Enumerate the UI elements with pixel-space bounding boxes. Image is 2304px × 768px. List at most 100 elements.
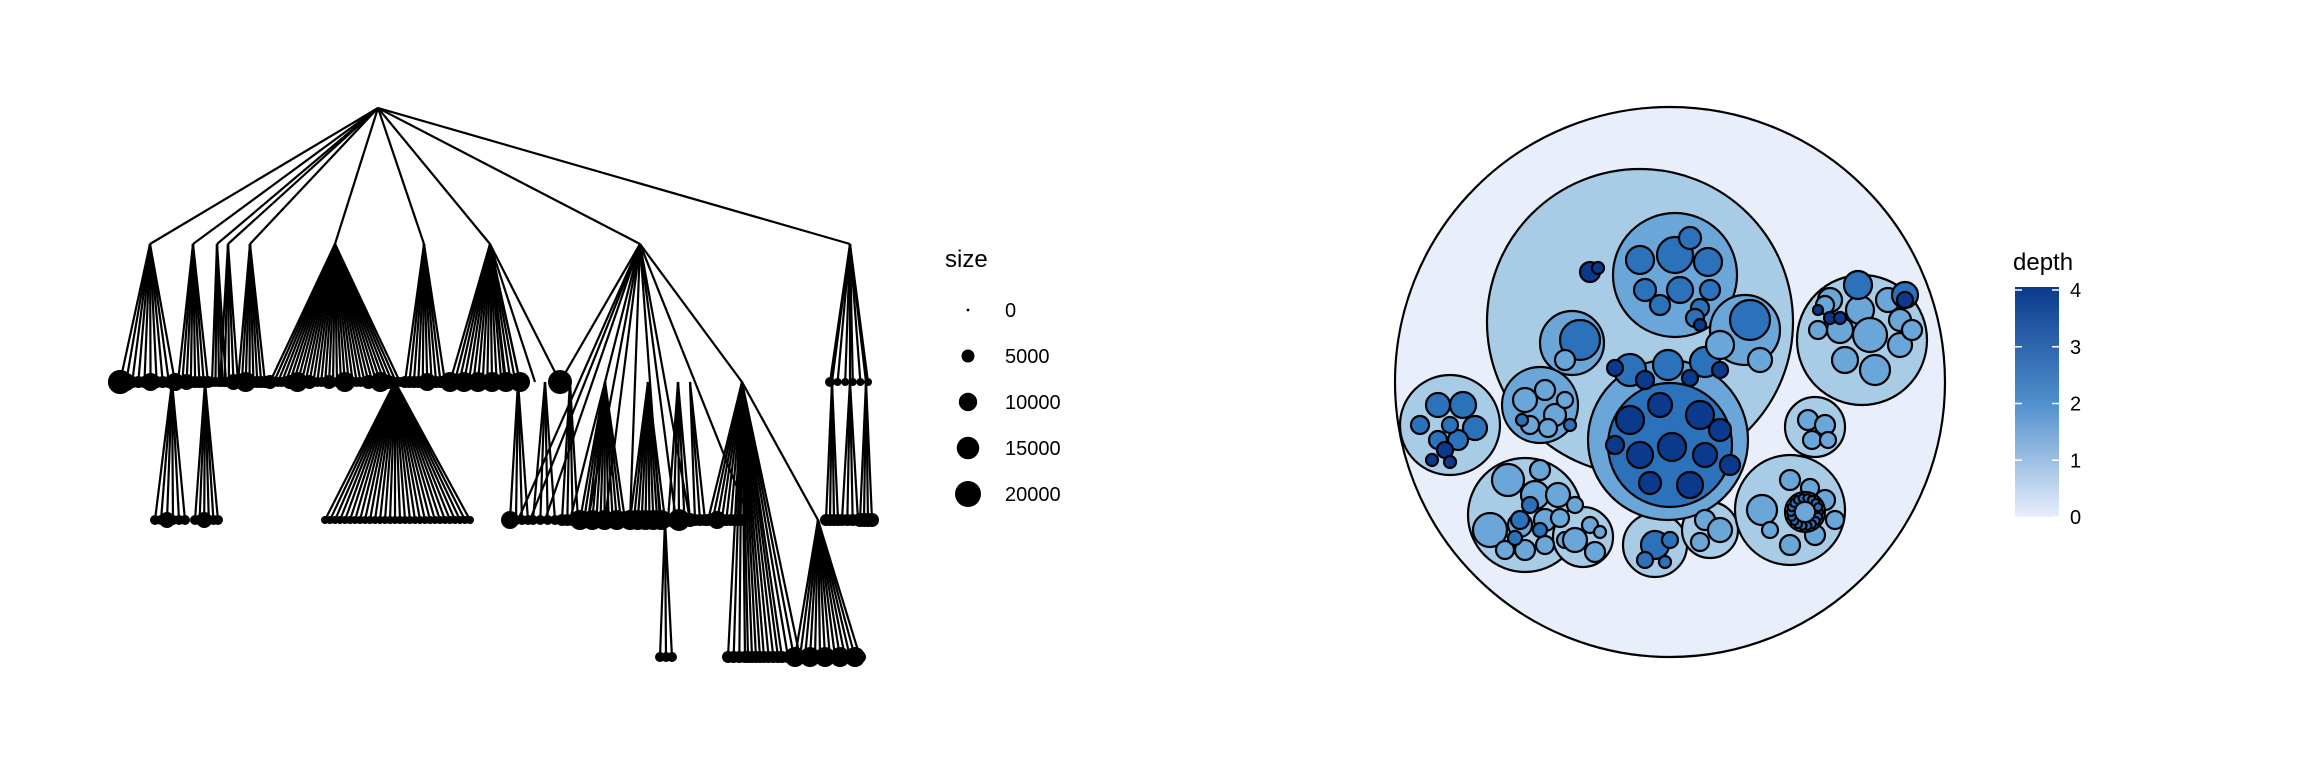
pack-circle-depth-4 [1604, 434, 1626, 456]
pack-circle-depth-3 [1612, 352, 1648, 388]
pack-circle-depth-2 [1824, 509, 1846, 531]
pack-circle-depth-2 [1708, 293, 1782, 367]
dendrogram-link [226, 243, 240, 383]
dendrogram-node [510, 372, 530, 392]
pack-circle-depth-2 [1778, 468, 1802, 492]
pack-circle-depth-4 [1634, 369, 1656, 391]
pack-circle-depth-2 [1886, 331, 1914, 359]
pack-circle-depth-3 [1409, 414, 1431, 436]
pack-circle-depth-2 [1814, 294, 1836, 316]
pack-circle-depth-2 [1796, 408, 1820, 432]
pack-circle-depth-2 [1494, 539, 1516, 561]
pack-circle-depth-3 [1558, 318, 1602, 362]
pack-circle-depth-2 [1561, 526, 1589, 554]
pack-circle-depth-1 [1398, 373, 1502, 477]
pack-circle-depth-3 [1562, 417, 1578, 433]
pack-circle-depth-2 [1900, 318, 1924, 342]
dendrogram-link [830, 381, 840, 521]
dendrogram-link [376, 107, 426, 245]
pack-circle-depth-2 [1887, 307, 1913, 333]
pack-circle-depth-3 [1635, 550, 1655, 570]
dendrogram-node [825, 377, 835, 387]
pack-circle-depth-2 [1490, 462, 1526, 498]
dendrogram-link [639, 243, 743, 383]
dendrogram-node [548, 370, 572, 394]
pack-circle-depth-3 [1813, 506, 1825, 518]
pack-circle-depth-3 [1440, 415, 1460, 435]
pack-circle-depth-4 [1442, 454, 1458, 470]
pack-circle-depth-2 [1611, 211, 1739, 339]
pack-circle-depth-2 [1825, 315, 1855, 345]
pack-circle-depth-1 [1783, 395, 1847, 459]
dendrogram-link [848, 381, 860, 521]
pack-circle-depth-2 [1851, 316, 1889, 354]
dendrogram-link [568, 381, 580, 521]
dendrogram-link [488, 243, 537, 383]
pack-circle-depth-2 [1830, 345, 1860, 375]
pack-circle-depth-4 [1578, 260, 1602, 284]
pack-circle-depth-2 [1534, 534, 1556, 556]
dendrogram-link [216, 107, 379, 245]
pack-circle-depth-2 [1783, 490, 1827, 534]
dendrogram-link [543, 243, 642, 521]
pack-circle-depth-2 [1813, 413, 1837, 437]
pack-circle-depth-2 [1528, 458, 1552, 482]
dendrogram-link [741, 381, 819, 521]
dendrogram-link [516, 381, 530, 521]
dendrogram-link [191, 243, 210, 383]
depth-colorbar [2015, 287, 2059, 517]
pack-circle-depth-3 [1792, 519, 1804, 530]
dendrogram-link [559, 243, 641, 383]
dendrogram-node [848, 378, 857, 386]
pack-circle-depth-3 [1792, 494, 1804, 505]
dendrogram-link [192, 107, 379, 245]
dendrogram-link [248, 243, 267, 383]
pack-circle-depth-3 [1651, 348, 1685, 382]
pack-circle-depth-2 [1693, 508, 1717, 532]
pack-circle-depth-3 [1520, 495, 1540, 515]
pack-circle-depth-4 [1590, 260, 1606, 276]
pack-circle-depth-2 [1586, 358, 1750, 522]
pack-circle-depth-3 [1813, 511, 1824, 522]
depth-legend-label: 0 [2070, 507, 2081, 529]
pack-circle-depth-3 [1655, 235, 1695, 275]
depth-legend-title: depth [2013, 249, 2073, 276]
pack-circle-depth-4 [1895, 290, 1915, 310]
dendrogram-node [213, 515, 223, 525]
pack-circle-depth-1 [1680, 500, 1740, 560]
dendrogram-link [377, 106, 851, 246]
dendrogram-link [488, 243, 522, 383]
dendrogram-node [864, 378, 872, 386]
pack-circle-depth-4 [1684, 399, 1716, 431]
pack-circle-depth-2 [1532, 507, 1558, 533]
dendrogram-link [543, 381, 549, 521]
pack-circle-depth-2 [1813, 488, 1837, 512]
pack-circle-depth-2 [1500, 365, 1580, 445]
dendrogram-link [333, 107, 380, 245]
dendrogram-node [841, 378, 850, 386]
depth-legend-label: 2 [2070, 394, 2081, 416]
pack-circle-depth-2 [1760, 520, 1780, 540]
pack-circle-depth-2 [1745, 493, 1779, 527]
pack-circle-depth-2 [1553, 348, 1577, 372]
pack-circle-depth-4 [1692, 317, 1708, 333]
dendrogram-node [667, 652, 677, 662]
pack-circle-depth-2 [1801, 429, 1823, 451]
pack-circle-depth-2 [1704, 329, 1736, 361]
dendrogram-link [603, 381, 627, 521]
pack-circle-depth-2 [1511, 386, 1539, 414]
pack-circle-depth-4 [1637, 470, 1663, 496]
dendrogram-link [740, 381, 802, 658]
pack-circle-depth-2 [1844, 294, 1876, 326]
pack-circle-depth-3 [1657, 554, 1673, 570]
pack-circle-depth-1 [1733, 453, 1847, 567]
dendrogram-link [628, 243, 642, 521]
pack-circle-depth-1 [1466, 456, 1584, 574]
dendrogram-node [108, 370, 132, 394]
dendrogram-node [180, 515, 190, 525]
dendrogram-link [676, 381, 692, 521]
pack-circle-depth-2 [1555, 390, 1575, 410]
pack-circle-depth-2 [1555, 530, 1575, 550]
pack-circle-depth-3 [1531, 521, 1549, 539]
dendrogram-link [422, 243, 447, 383]
